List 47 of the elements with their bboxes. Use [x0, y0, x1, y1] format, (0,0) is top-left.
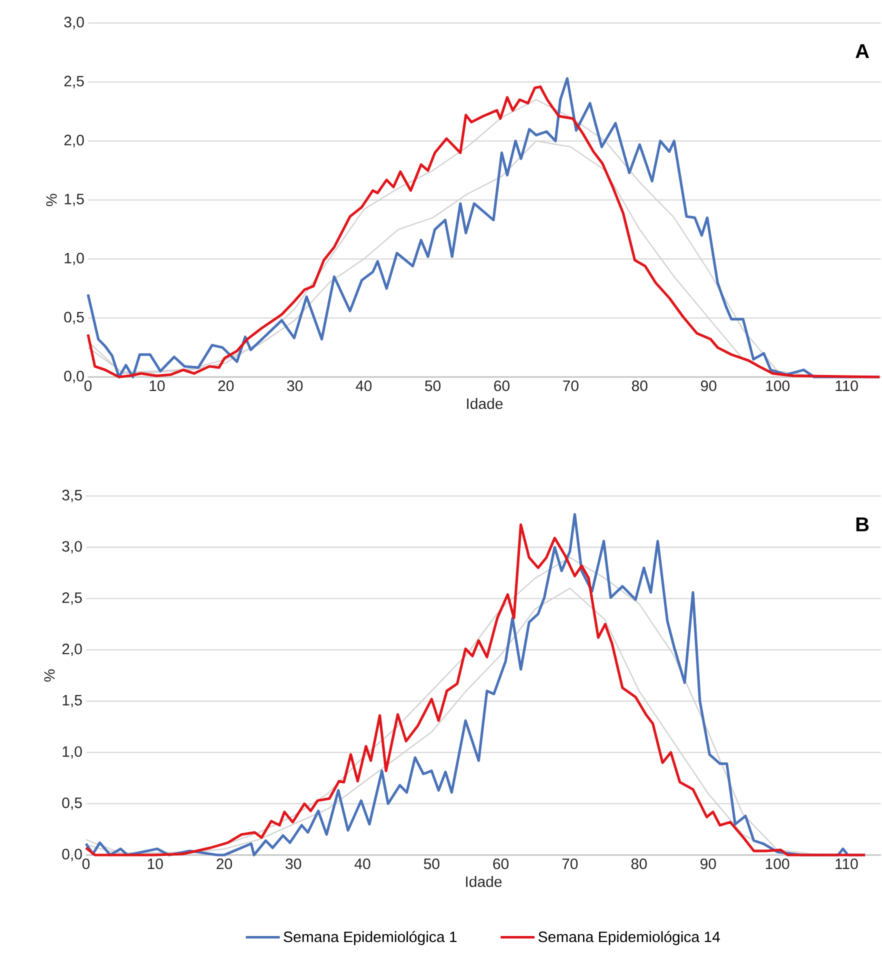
y-tick-label: 3,0 — [64, 16, 84, 30]
x-tick-label: 100 — [766, 380, 790, 392]
x-tick-label: 90 — [701, 380, 717, 392]
y-tick-label: 2,0 — [64, 134, 84, 148]
x-tick-label: 50 — [425, 380, 441, 392]
y-tick-label: 0,5 — [62, 798, 82, 810]
x-axis-title: Idade — [466, 876, 502, 888]
y-tick-label: 0,0 — [64, 370, 84, 384]
x-tick-label: 110 — [836, 858, 858, 870]
x-tick-label: 10 — [150, 380, 165, 392]
x-tick-label: 100 — [766, 858, 790, 870]
y-tick-label: 0,5 — [64, 312, 84, 324]
x-tick-label: 40 — [356, 380, 372, 392]
y-axis-title: % — [46, 194, 57, 206]
x-tick-label: 80 — [632, 380, 648, 392]
x-tick-label: 30 — [287, 380, 303, 392]
y-tick-label: 0,0 — [62, 848, 82, 862]
x-tick-label: 70 — [562, 858, 578, 870]
y-tick-label: 1,5 — [62, 695, 82, 708]
y-tick-label: 2,5 — [64, 76, 84, 88]
x-tick-label: 0 — [84, 380, 92, 392]
x-axis-title: Idade — [467, 398, 503, 410]
legend-label: Semana Epidemiológica 1 — [284, 930, 457, 946]
annotation: A — [856, 44, 870, 58]
y-tick-label: 3,5 — [62, 490, 82, 502]
x-tick-label: 10 — [148, 858, 164, 870]
x-tick-label: 50 — [424, 858, 440, 870]
annotation: B — [856, 517, 869, 532]
x-tick-label: 110 — [836, 380, 858, 392]
x-tick-label: 80 — [632, 858, 647, 870]
y-tick-label: 2,0 — [62, 644, 82, 656]
x-tick-label: 0 — [82, 858, 90, 870]
y-tick-label: 1,5 — [64, 194, 84, 206]
y-tick-label: 3,0 — [62, 541, 82, 554]
x-tick-label: 20 — [216, 858, 232, 870]
x-tick-label: 90 — [700, 858, 716, 870]
y-tick-label: 1,0 — [62, 746, 82, 759]
y-tick-label: 2,5 — [62, 592, 82, 605]
y-tick-label: 1,0 — [64, 252, 84, 266]
legend-label: Semana Epidemiológica 14 — [538, 930, 720, 946]
y-axis-title: % — [44, 669, 55, 682]
x-tick-label: 30 — [286, 858, 302, 870]
x-tick-label: 40 — [354, 858, 370, 870]
x-tick-label: 20 — [218, 380, 234, 392]
x-tick-label: 60 — [494, 380, 510, 392]
x-tick-label: 70 — [563, 380, 579, 392]
x-tick-label: 60 — [493, 858, 509, 870]
